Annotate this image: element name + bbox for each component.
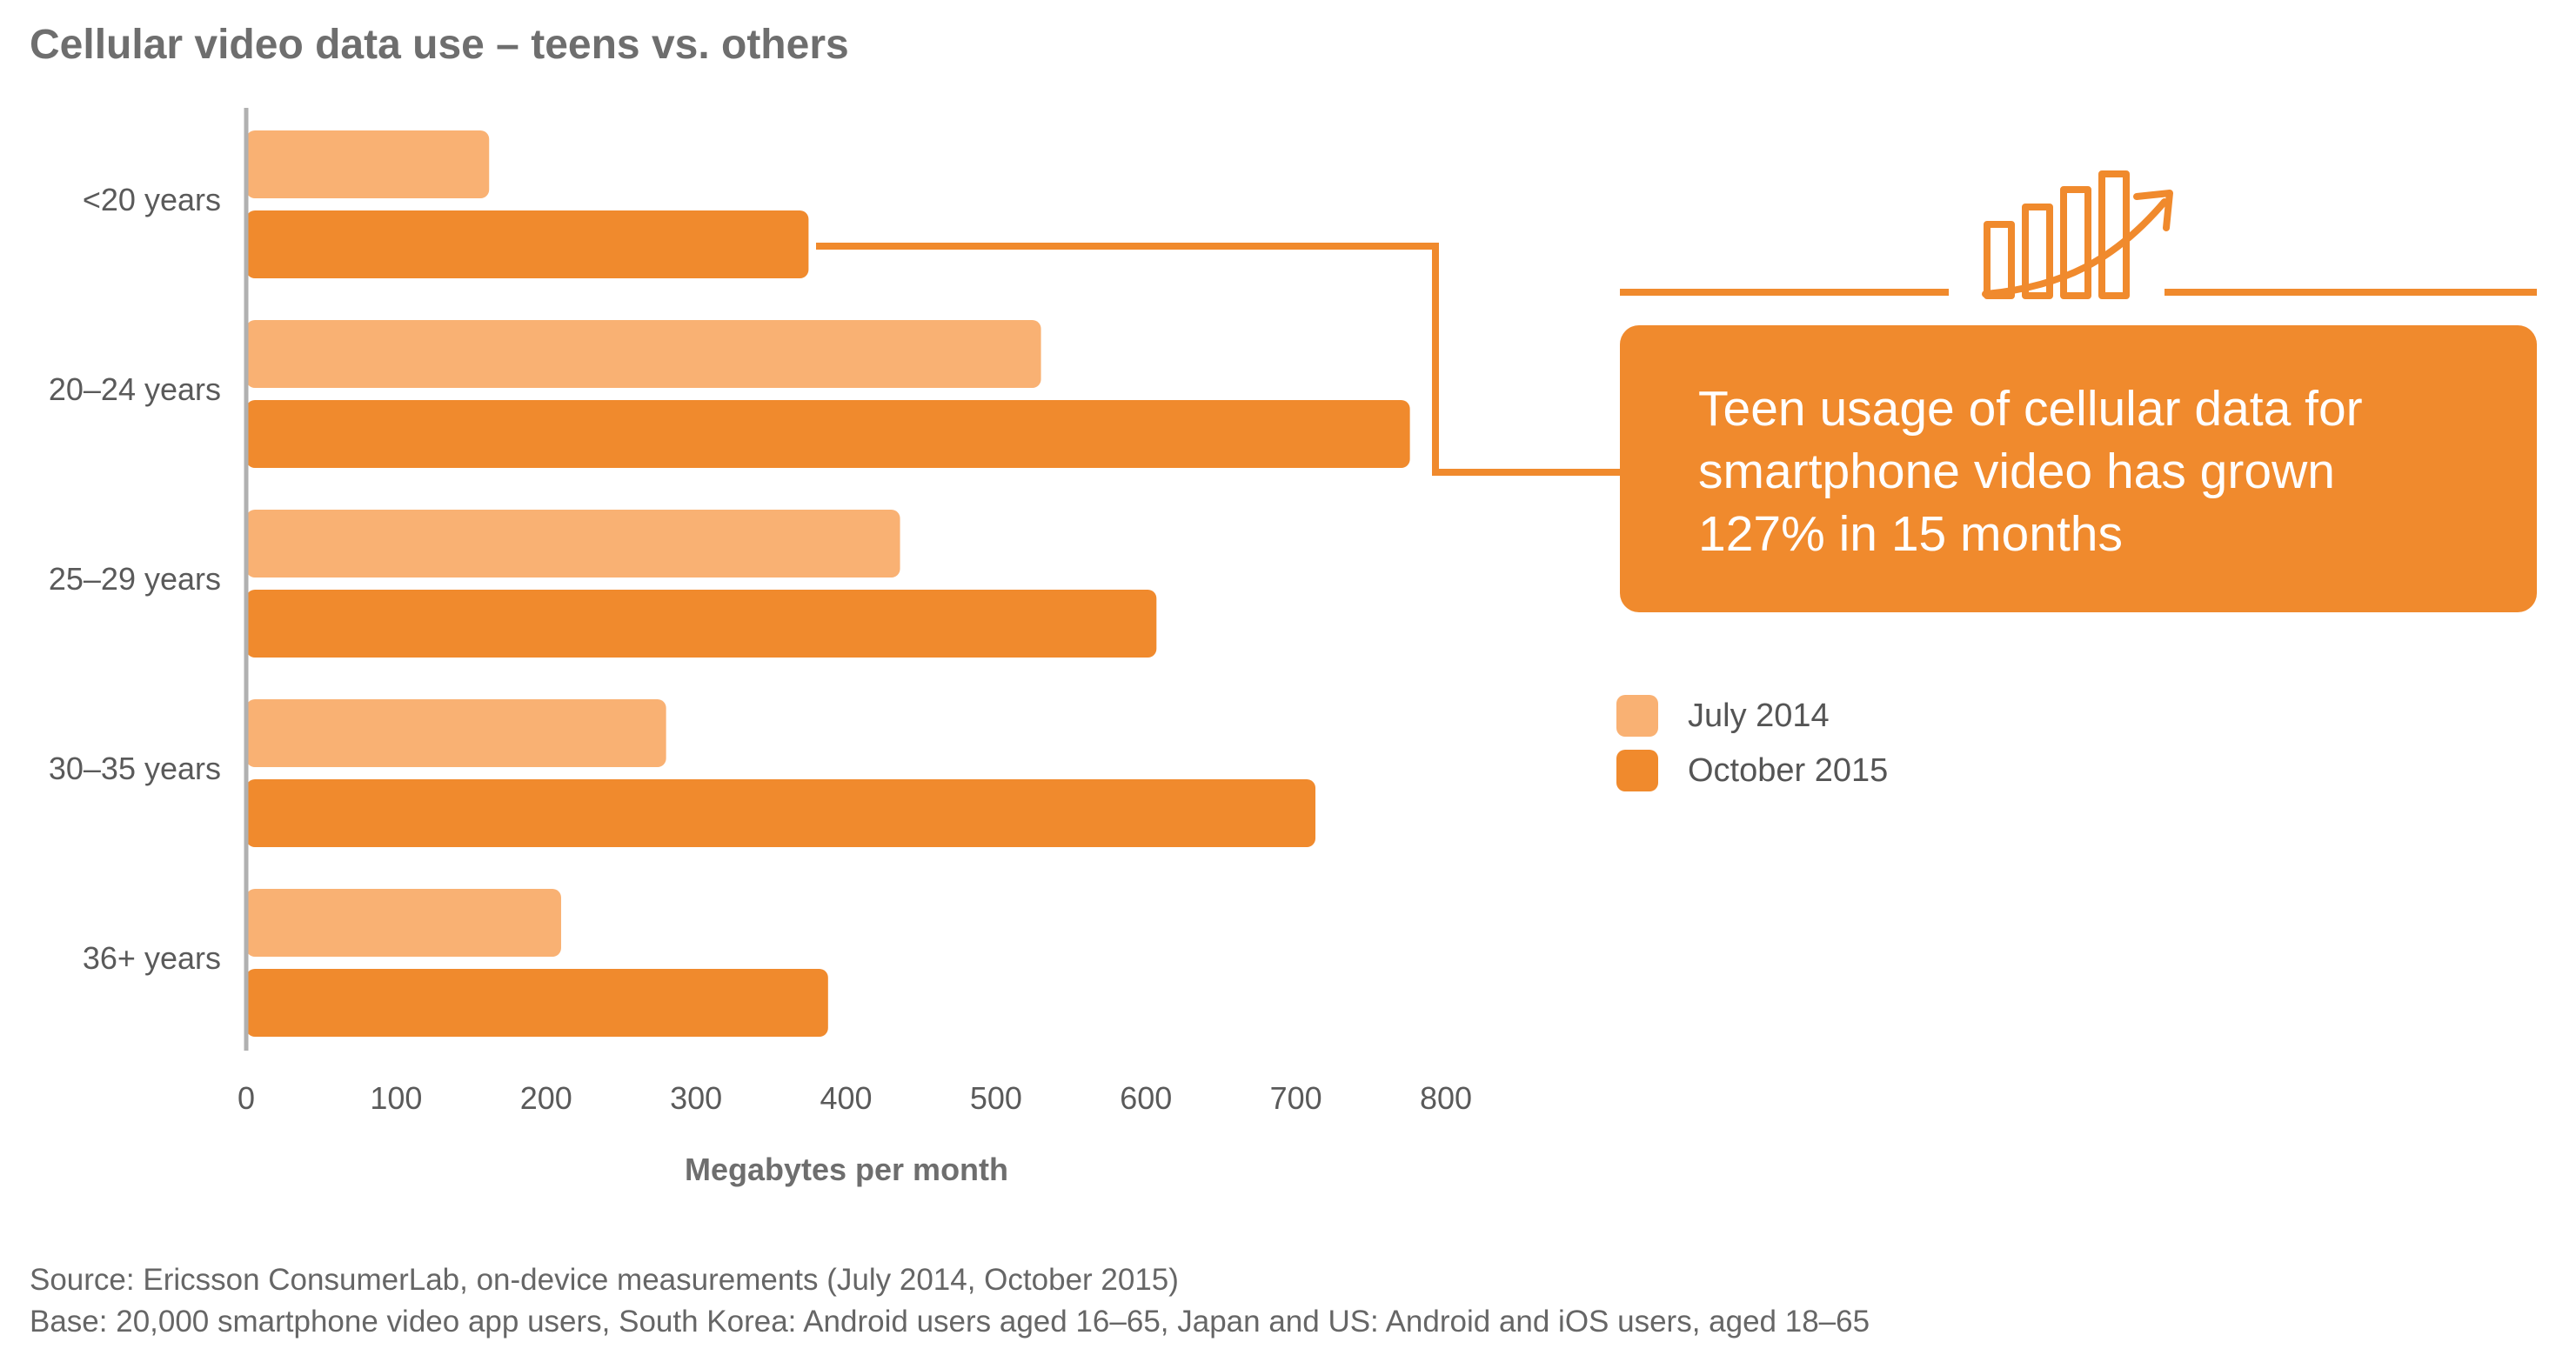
callout-connector — [816, 243, 1620, 476]
legend-label: July 2014 — [1688, 697, 1830, 734]
callout-box: Teen usage of cellular data for smartpho… — [1620, 325, 2537, 612]
bar-october-2015-2 — [246, 590, 1157, 658]
bar-july-2014-2 — [246, 510, 900, 578]
category-labels: <20 years 20–24 years 25–29 years 30–35 yea… — [49, 182, 221, 976]
x-axis-title: Megabytes per month — [685, 1152, 1008, 1187]
category-label: 20–24 years — [49, 371, 221, 407]
legend-swatch-july-2014 — [1616, 695, 1658, 737]
source-note: Source: Ericsson ConsumerLab, on-device … — [30, 1263, 1179, 1297]
category-label: 36+ years — [83, 940, 221, 976]
chart-title: Cellular video data use – teens vs. othe… — [30, 22, 849, 68]
x-tick-label: 100 — [370, 1080, 422, 1116]
legend-item-october-2015: October 2015 — [1616, 750, 1888, 791]
x-tick-label: 800 — [1420, 1080, 1472, 1116]
x-tick-label: 700 — [1270, 1080, 1322, 1116]
base-note: Base: 20,000 smartphone video app users,… — [30, 1305, 1870, 1339]
legend-item-july-2014: July 2014 — [1616, 695, 1830, 737]
x-tick-label: 0 — [238, 1080, 255, 1116]
x-tick-label: 400 — [820, 1080, 872, 1116]
callout-text: Teen usage of cellular data for smartpho… — [1698, 381, 2363, 562]
x-tick-label: 600 — [1120, 1080, 1172, 1116]
bar-october-2015-1 — [246, 400, 1410, 468]
category-label: 30–35 years — [49, 751, 221, 786]
bar-october-2015-0 — [246, 210, 809, 278]
category-label: <20 years — [83, 182, 221, 217]
x-tick-label: 200 — [520, 1080, 572, 1116]
bar-october-2015-4 — [246, 969, 828, 1037]
x-tick-labels: 0 100 200 300 400 500 600 700 800 — [238, 1080, 1472, 1116]
bar-july-2014-1 — [246, 320, 1041, 388]
bar-july-2014-3 — [246, 699, 666, 767]
legend-swatch-october-2015 — [1616, 750, 1658, 791]
bar-october-2015-3 — [246, 779, 1316, 847]
growth-chart-icon — [1982, 170, 2173, 299]
bar-july-2014-0 — [246, 130, 490, 198]
legend-label: October 2015 — [1688, 751, 1889, 789]
bar-july-2014-4 — [246, 889, 561, 957]
x-tick-label: 300 — [670, 1080, 722, 1116]
category-label: 25–29 years — [49, 561, 221, 597]
bars-layer — [246, 130, 1410, 1037]
x-tick-label: 500 — [970, 1080, 1022, 1116]
